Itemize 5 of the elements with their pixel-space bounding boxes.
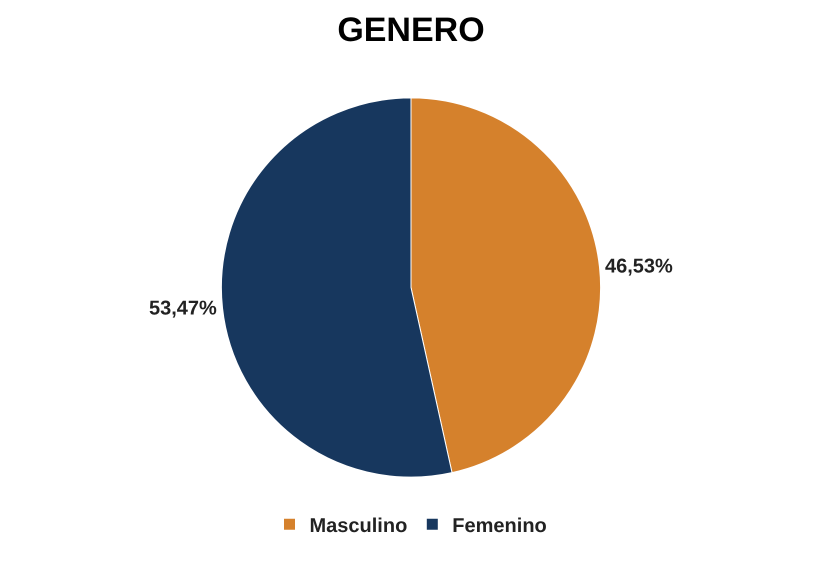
chart-title: GENERO (337, 10, 485, 49)
legend-label: Femenino (452, 515, 547, 538)
data-label: 53,47% (148, 297, 218, 320)
legend-label: Masculino (310, 515, 408, 538)
data-label: 46,53% (604, 256, 674, 278)
